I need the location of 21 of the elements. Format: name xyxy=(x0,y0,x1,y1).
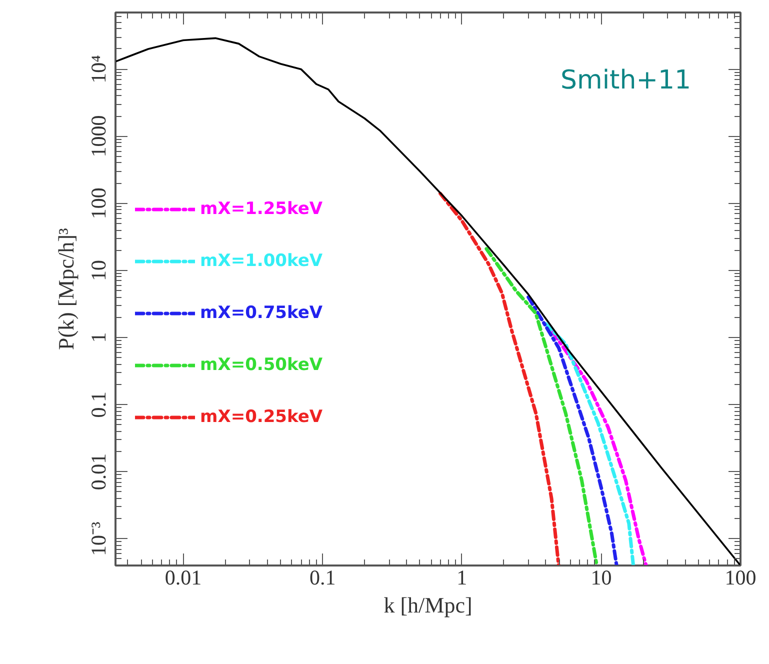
y-axis-title: P(k) [Mpc/h]³ xyxy=(54,228,78,350)
legend-label: mX=0.75keV xyxy=(200,302,323,322)
legend-label: mX=1.25keV xyxy=(200,198,323,218)
x-axis-title: k [h/Mpc] xyxy=(384,592,472,618)
y-tick-label: 10⁻³ xyxy=(86,522,110,556)
legend-label: mX=1.00keV xyxy=(200,250,323,270)
x-tick-label: 0.01 xyxy=(164,566,202,590)
y-tick-label: 0.01 xyxy=(86,453,110,490)
x-tick-label: 100 xyxy=(724,566,756,590)
y-tick-label: 100 xyxy=(86,188,110,220)
y-tick-label: 1000 xyxy=(86,115,110,158)
x-tick-label: 10 xyxy=(590,566,612,590)
y-tick-label: 0.1 xyxy=(86,392,110,418)
legend-label: mX=0.50keV xyxy=(200,354,323,374)
y-tick-label: 1 xyxy=(86,332,110,343)
x-tick-label: 0.1 xyxy=(309,566,336,590)
x-tick-label: 1 xyxy=(456,566,468,590)
annotation: Smith+11 xyxy=(560,66,692,96)
legend-label: mX=0.25keV xyxy=(200,406,323,426)
y-tick-label: 10 xyxy=(86,260,110,281)
y-tick-label: 10⁴ xyxy=(86,55,110,84)
